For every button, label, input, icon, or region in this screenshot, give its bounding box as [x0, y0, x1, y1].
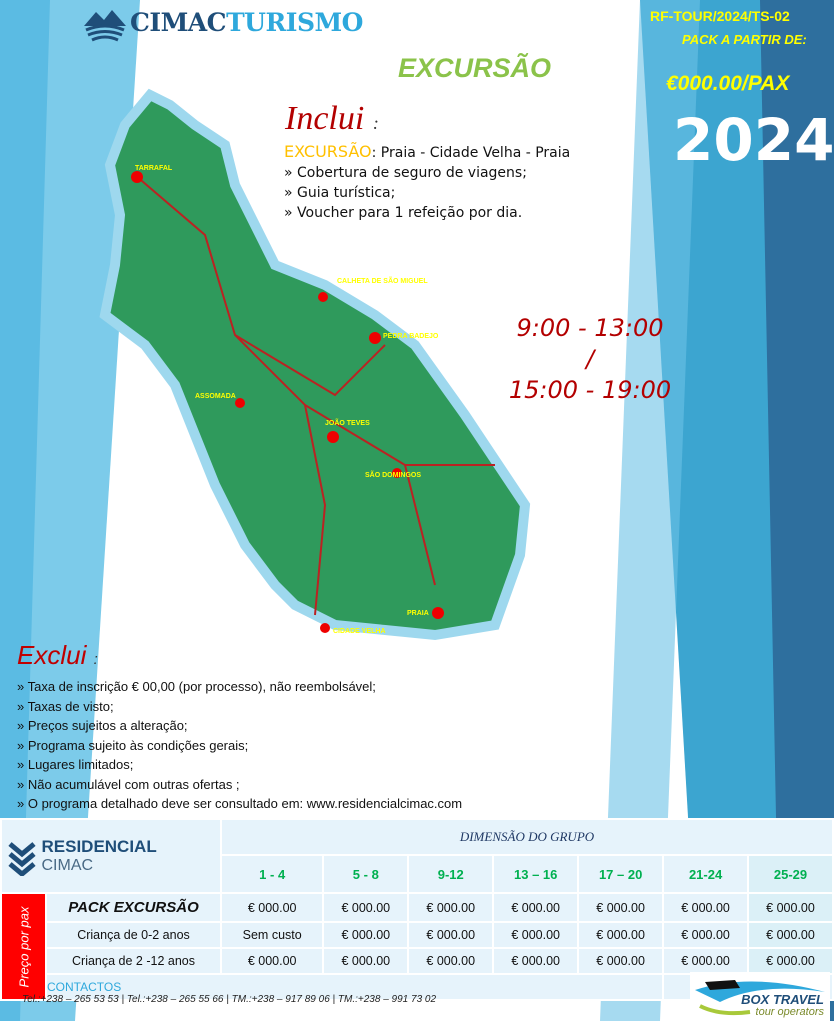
table-cell: € 000.00 [662, 921, 750, 949]
table-cell: TURISMO [226, 8, 363, 37]
exclui-list: » Taxa de inscrição € 00,00 (por process… [17, 677, 462, 814]
island-map: TARRAFAL CALHETA DE SÃO MIGUEL PEDRA BAD… [99, 88, 531, 641]
map-town: ASSOMADA [195, 393, 236, 400]
table-cell: EXCURSÃO [284, 142, 372, 161]
table-cell: RESIDENCIAL [41, 836, 157, 856]
table-cell: 15:00 - 19:00 [508, 376, 672, 404]
group-size-header: DIMENSÃO DO GRUPO [220, 818, 834, 856]
map-town: JOÃO TEVES [325, 418, 370, 427]
table-cell: € 000.00 [747, 921, 834, 949]
list-item: » Preços sujeitos a alteração; [17, 718, 188, 733]
price-table: RESIDENCIAL CIMAC DIMENSÃO DO GRUPO 1 - 4… [0, 818, 834, 1001]
page-title: EXCURSÃO [398, 53, 552, 83]
table-cell: CIMAC [130, 8, 227, 37]
table-cell: € 000.00 [407, 921, 495, 949]
map-town: PRAIA [407, 610, 429, 617]
map-town: PEDRA BADEJO [383, 333, 439, 340]
table-cell: 5 - 8 [322, 854, 410, 894]
table-cell: Exclui [17, 640, 87, 670]
map-town: TARRAFAL [135, 165, 173, 172]
inclui-heading: Inclui : [285, 100, 379, 138]
table-cell: 1 - 4 [219, 854, 325, 894]
table-cell: € 000.00 [219, 892, 325, 923]
list-item: » Lugares limitados; [17, 757, 134, 772]
table-cell: € 000.00 [747, 947, 834, 975]
table-cell: € 000.00 [577, 892, 665, 923]
table-cell: PACK EXCURSÃO [45, 892, 222, 923]
cimac-logo-text: CIMACTURISMO [130, 8, 363, 37]
table-row: Criança de 0-2 anos Sem custo € 000.00 € 0… [1, 921, 834, 949]
table-cell: Sem custo [219, 921, 325, 949]
contacts-label: CONTACTOS [44, 973, 665, 1001]
table-cell: Criança de 2 -12 anos [45, 947, 222, 975]
reference-code: RF-TOUR/2024/TS-02 [650, 8, 790, 24]
table-cell: € 000.00 [747, 892, 834, 923]
residencial-logo: RESIDENCIAL CIMAC [0, 818, 222, 894]
table-cell: € 000.00 [407, 947, 495, 975]
table-row: Criança de 2 -12 anos € 000.00 € 000.00 € … [1, 947, 834, 975]
map-town: CIDADE VELHA [333, 628, 386, 635]
table-cell: € 000.00 [492, 892, 580, 923]
schedule: 9:00 - 13:00 / 15:00 - 19:00 [500, 313, 680, 406]
table-cell: : [372, 113, 379, 133]
residencial-logo-icon [8, 842, 36, 878]
inclui-lead: EXCURSÃO: Praia - Cidade Velha - Praia [284, 142, 570, 163]
table-cell: € 000.00 [662, 947, 750, 975]
table-cell: tour operators [755, 1006, 824, 1018]
list-item: » Cobertura de seguro de viagens; [284, 165, 527, 181]
map-town: SÃO DOMINGOS [365, 470, 421, 479]
table-cell: € 000.00 [322, 947, 410, 975]
table-cell: € 000.00 [492, 947, 580, 975]
table-cell: 21-24 [662, 854, 750, 894]
year: 2024 [673, 106, 834, 174]
list-item: » Programa sujeito às condições gerais; [17, 737, 249, 753]
table-cell: € 000.00 [662, 892, 750, 923]
inclui-list: EXCURSÃO: Praia - Cidade Velha - Praia »… [284, 142, 570, 223]
list-item: » Taxa de inscrição € 00,00 (por process… [17, 679, 376, 694]
list-item: » Não acumulável com outras ofertas ; [17, 776, 240, 792]
table-cell: Inclui [285, 100, 365, 137]
table-cell: 17 – 20 [577, 854, 665, 894]
table-cell: 13 – 16 [492, 854, 580, 894]
exclui-heading: Exclui : [17, 640, 98, 671]
table-cell: : Praia - Cidade Velha - Praia [371, 145, 571, 161]
cimac-logo-icon [84, 10, 126, 42]
table-row: Preço por pax PACK EXCURSÃO € 000.00 € 00… [0, 892, 834, 1001]
table-cell: Preço por pax [16, 906, 31, 987]
table-cell: BOX TRAVEL [741, 992, 824, 1007]
table-cell: CIMAC [41, 856, 94, 874]
price: €000.00/PAX [666, 72, 790, 95]
table-cell: Criança de 0-2 anos [45, 921, 222, 949]
pack-label: PACK A PARTIR DE: [682, 32, 807, 47]
list-item: » Voucher para 1 refeição por dia. [284, 205, 523, 221]
table-cell: : [93, 651, 98, 668]
box-travel-wave-icon [695, 980, 825, 1016]
box-travel-logo: BOX TRAVEL tour operators [690, 972, 830, 1021]
side-label: Preço por pax [0, 892, 47, 1001]
table-cell: € 000.00 [322, 921, 410, 949]
map-town: CALHETA DE SÃO MIGUEL [337, 276, 428, 285]
table-cell: 9-12 [407, 854, 495, 894]
table-cell: € 000.00 [407, 892, 495, 923]
list-item: » Guia turística; [284, 185, 396, 201]
table-cell: 9:00 - 13:00 [516, 314, 664, 342]
list-item: » O programa detalhado deve ser consulta… [17, 796, 463, 811]
table-cell: / [585, 345, 595, 373]
table-cell: € 000.00 [577, 921, 665, 949]
table-cell: € 000.00 [577, 947, 665, 975]
phone-numbers: Tel.:+238 – 265 53 53 | Tel.:+238 – 265 … [22, 994, 437, 1005]
table-cell: € 000.00 [322, 892, 410, 923]
table-cell: € 000.00 [492, 921, 580, 949]
table-cell: € 000.00 [219, 947, 325, 975]
table-cell: 25-29 [747, 854, 834, 894]
list-item: » Taxas de visto; [17, 698, 114, 714]
